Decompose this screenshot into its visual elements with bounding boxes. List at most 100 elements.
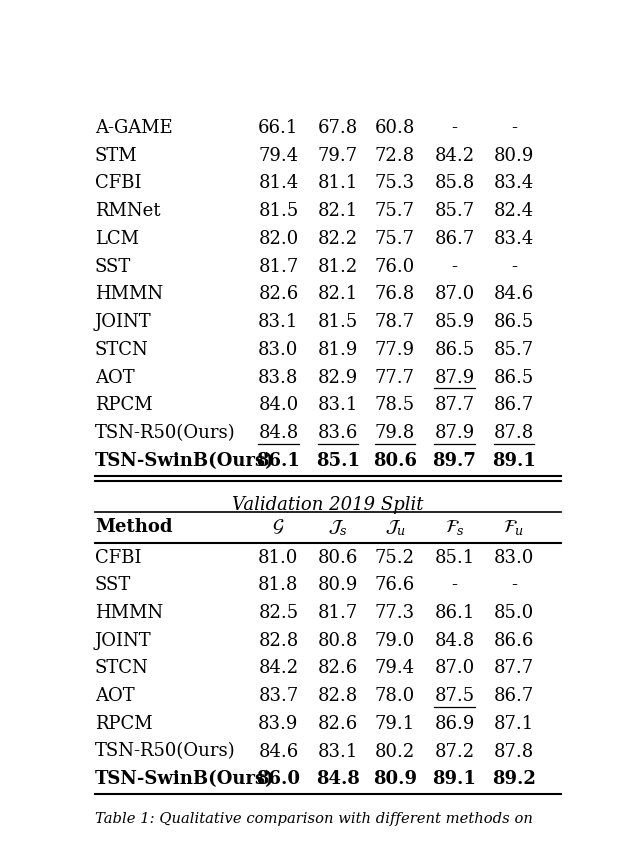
Text: JOINT: JOINT	[95, 313, 152, 331]
Text: 80.9: 80.9	[494, 147, 534, 164]
Text: 75.3: 75.3	[375, 175, 415, 193]
Text: AOT: AOT	[95, 368, 134, 386]
Text: 86.7: 86.7	[494, 396, 534, 414]
Text: 86.1: 86.1	[435, 603, 475, 621]
Text: 87.9: 87.9	[435, 423, 475, 441]
Text: 82.1: 82.1	[318, 285, 358, 303]
Text: 80.6: 80.6	[373, 452, 417, 469]
Text: Method: Method	[95, 517, 172, 536]
Text: 81.2: 81.2	[318, 257, 358, 275]
Text: Validation 2019 Split: Validation 2019 Split	[232, 496, 424, 514]
Text: -: -	[451, 257, 458, 275]
Text: 83.0: 83.0	[258, 341, 299, 359]
Text: 83.7: 83.7	[259, 687, 298, 705]
Text: 85.0: 85.0	[494, 603, 534, 621]
Text: 79.1: 79.1	[375, 714, 415, 732]
Text: CFBI: CFBI	[95, 548, 141, 566]
Text: TSN-SwinB(Ours): TSN-SwinB(Ours)	[95, 452, 275, 469]
Text: 84.0: 84.0	[259, 396, 298, 414]
Text: 83.1: 83.1	[317, 742, 358, 760]
Text: 84.8: 84.8	[316, 769, 360, 787]
Text: 85.7: 85.7	[494, 341, 534, 359]
Text: 81.0: 81.0	[258, 548, 299, 566]
Text: 83.1: 83.1	[317, 396, 358, 414]
Text: 84.2: 84.2	[259, 659, 298, 676]
Text: 87.7: 87.7	[494, 659, 534, 676]
Text: Table 1: Qualitative comparison with different methods on: Table 1: Qualitative comparison with dif…	[95, 810, 532, 825]
Text: AOT: AOT	[95, 687, 134, 705]
Text: 75.2: 75.2	[375, 548, 415, 566]
Text: 82.6: 82.6	[318, 659, 358, 676]
Text: 77.7: 77.7	[375, 368, 415, 386]
Text: 86.7: 86.7	[435, 230, 475, 248]
Text: 60.8: 60.8	[375, 119, 415, 137]
Text: HMMN: HMMN	[95, 603, 163, 621]
Text: 84.6: 84.6	[494, 285, 534, 303]
Text: 81.9: 81.9	[317, 341, 358, 359]
Text: 87.0: 87.0	[435, 285, 475, 303]
Text: $\mathcal{J}_u$: $\mathcal{J}_u$	[385, 517, 405, 536]
Text: 87.2: 87.2	[435, 742, 474, 760]
Text: TSN-R50(Ours): TSN-R50(Ours)	[95, 742, 236, 760]
Text: 77.9: 77.9	[375, 341, 415, 359]
Text: LCM: LCM	[95, 230, 139, 248]
Text: 80.2: 80.2	[375, 742, 415, 760]
Text: 87.5: 87.5	[435, 687, 474, 705]
Text: 87.1: 87.1	[494, 714, 534, 732]
Text: 82.2: 82.2	[318, 230, 358, 248]
Text: 82.8: 82.8	[318, 687, 358, 705]
Text: 81.1: 81.1	[317, 175, 358, 193]
Text: 67.8: 67.8	[318, 119, 358, 137]
Text: 81.7: 81.7	[259, 257, 298, 275]
Text: -: -	[451, 576, 458, 594]
Text: 79.4: 79.4	[375, 659, 415, 676]
Text: 83.4: 83.4	[494, 230, 534, 248]
Text: $\mathcal{J}_s$: $\mathcal{J}_s$	[328, 517, 348, 536]
Text: 84.6: 84.6	[259, 742, 298, 760]
Text: 82.1: 82.1	[318, 202, 358, 220]
Text: 86.7: 86.7	[494, 687, 534, 705]
Text: RPCM: RPCM	[95, 714, 152, 732]
Text: TSN-R50(Ours): TSN-R50(Ours)	[95, 423, 236, 441]
Text: 80.6: 80.6	[317, 548, 358, 566]
Text: 84.8: 84.8	[259, 423, 298, 441]
Text: 81.5: 81.5	[318, 313, 358, 331]
Text: 79.0: 79.0	[375, 631, 415, 649]
Text: RPCM: RPCM	[95, 396, 152, 414]
Text: 82.6: 82.6	[259, 285, 298, 303]
Text: 81.8: 81.8	[258, 576, 299, 594]
Text: 84.8: 84.8	[435, 631, 475, 649]
Text: CFBI: CFBI	[95, 175, 141, 193]
Text: SST: SST	[95, 576, 131, 594]
Text: 83.4: 83.4	[494, 175, 534, 193]
Text: 85.9: 85.9	[435, 313, 475, 331]
Text: 87.0: 87.0	[435, 659, 475, 676]
Text: A-GAME: A-GAME	[95, 119, 173, 137]
Text: 87.7: 87.7	[435, 396, 474, 414]
Text: 77.3: 77.3	[375, 603, 415, 621]
Text: SST: SST	[95, 257, 131, 275]
Text: STM: STM	[95, 147, 138, 164]
Text: 87.9: 87.9	[435, 368, 475, 386]
Text: 82.5: 82.5	[259, 603, 298, 621]
Text: 86.9: 86.9	[435, 714, 475, 732]
Text: 89.1: 89.1	[492, 452, 536, 469]
Text: -: -	[511, 119, 517, 137]
Text: 81.7: 81.7	[318, 603, 358, 621]
Text: -: -	[511, 257, 517, 275]
Text: 89.2: 89.2	[492, 769, 536, 787]
Text: 84.2: 84.2	[435, 147, 474, 164]
Text: 83.1: 83.1	[258, 313, 299, 331]
Text: 85.1: 85.1	[316, 452, 360, 469]
Text: 87.8: 87.8	[494, 742, 534, 760]
Text: 86.6: 86.6	[494, 631, 534, 649]
Text: 66.1: 66.1	[258, 119, 299, 137]
Text: 82.6: 82.6	[318, 714, 358, 732]
Text: 86.0: 86.0	[257, 769, 300, 787]
Text: 83.0: 83.0	[494, 548, 534, 566]
Text: 89.1: 89.1	[433, 769, 476, 787]
Text: 83.6: 83.6	[317, 423, 358, 441]
Text: 85.7: 85.7	[435, 202, 474, 220]
Text: 80.9: 80.9	[373, 769, 417, 787]
Text: 82.4: 82.4	[494, 202, 534, 220]
